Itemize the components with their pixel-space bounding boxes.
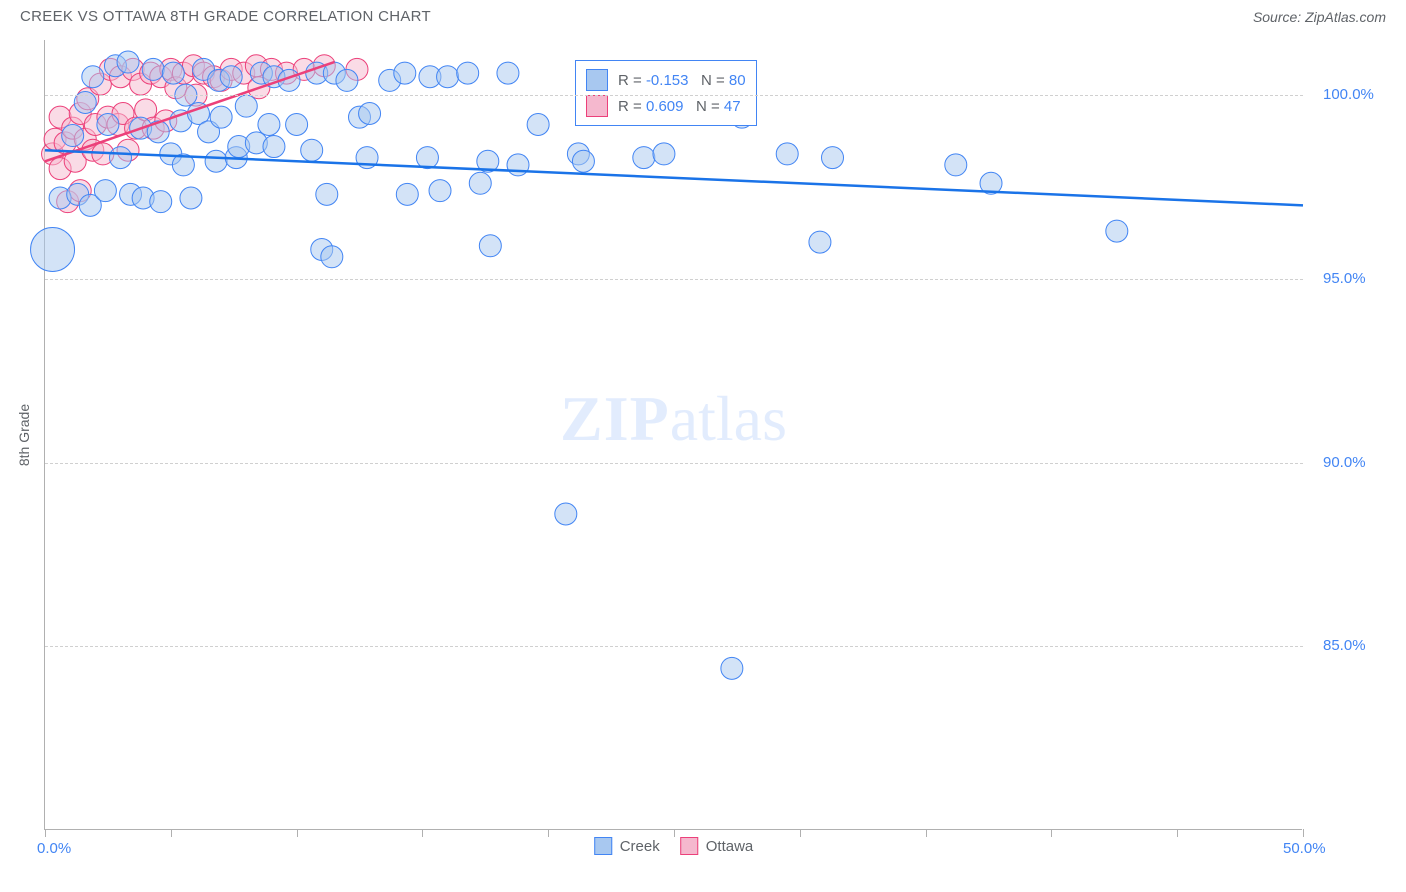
creek-point xyxy=(162,62,184,84)
creek-point xyxy=(809,231,831,253)
chart-header: CREEK VS OTTAWA 8TH GRADE CORRELATION CH… xyxy=(0,0,1406,31)
grid-line xyxy=(45,95,1303,96)
correlation-legend: R = -0.153 N = 80 R = 0.609 N = 47 xyxy=(575,60,757,126)
creek-point xyxy=(220,66,242,88)
x-tick-mark xyxy=(1177,829,1178,837)
legend-swatch xyxy=(586,95,608,117)
x-tick-mark xyxy=(422,829,423,837)
creek-point xyxy=(301,139,323,161)
legend-label: Creek xyxy=(620,838,660,855)
creek-point xyxy=(258,114,280,136)
creek-point xyxy=(479,235,501,257)
creek-point xyxy=(235,95,257,117)
creek-point xyxy=(316,183,338,205)
x-tick-label: 50.0% xyxy=(1283,840,1326,857)
creek-point xyxy=(210,106,232,128)
grid-line xyxy=(45,646,1303,647)
legend-row: R = -0.153 N = 80 xyxy=(586,67,746,93)
plot-area: ZIPatlas R = -0.153 N = 80R = 0.609 N = … xyxy=(44,40,1302,830)
creek-point xyxy=(62,125,84,147)
creek-point xyxy=(527,114,549,136)
x-tick-mark xyxy=(1051,829,1052,837)
legend-label: Ottawa xyxy=(706,838,754,855)
creek-point xyxy=(507,154,529,176)
x-tick-mark xyxy=(548,829,549,837)
x-tick-mark xyxy=(45,829,46,837)
creek-point xyxy=(321,246,343,268)
scatter-plot-svg xyxy=(45,40,1303,830)
creek-point xyxy=(416,147,438,169)
y-tick-label: 100.0% xyxy=(1323,86,1374,103)
creek-point xyxy=(336,69,358,91)
series-legend-item: Creek xyxy=(594,837,660,855)
source-attribution: Source: ZipAtlas.com xyxy=(1253,9,1386,25)
creek-point xyxy=(286,114,308,136)
creek-point xyxy=(263,136,285,158)
creek-point xyxy=(117,51,139,73)
legend-swatch xyxy=(594,837,612,855)
creek-point xyxy=(437,66,459,88)
x-tick-mark xyxy=(297,829,298,837)
series-legend: Creek Ottawa xyxy=(594,837,754,855)
creek-point xyxy=(776,143,798,165)
y-tick-label: 95.0% xyxy=(1323,270,1366,287)
creek-point xyxy=(653,143,675,165)
legend-row: R = 0.609 N = 47 xyxy=(586,93,746,119)
creek-point xyxy=(359,102,381,124)
creek-point xyxy=(497,62,519,84)
x-tick-label: 0.0% xyxy=(37,840,71,857)
creek-point xyxy=(94,180,116,202)
creek-point xyxy=(721,657,743,679)
creek-point xyxy=(822,147,844,169)
creek-point xyxy=(205,150,227,172)
x-tick-mark xyxy=(800,829,801,837)
grid-line xyxy=(45,463,1303,464)
creek-point xyxy=(469,172,491,194)
creek-point xyxy=(394,62,416,84)
creek-point xyxy=(429,180,451,202)
legend-swatch xyxy=(586,69,608,91)
creek-point xyxy=(97,114,119,136)
creek-point xyxy=(82,66,104,88)
x-tick-mark xyxy=(926,829,927,837)
y-tick-label: 90.0% xyxy=(1323,454,1366,471)
chart-container: 8th Grade ZIPatlas R = -0.153 N = 80R = … xyxy=(44,40,1354,830)
creek-point xyxy=(180,187,202,209)
creek-point xyxy=(31,227,75,271)
creek-point xyxy=(457,62,479,84)
creek-point xyxy=(142,58,164,80)
legend-swatch xyxy=(680,837,698,855)
creek-point xyxy=(109,147,131,169)
legend-stats: R = 0.609 N = 47 xyxy=(618,98,741,115)
grid-line xyxy=(45,279,1303,280)
series-legend-item: Ottawa xyxy=(680,837,754,855)
creek-point xyxy=(572,150,594,172)
x-tick-mark xyxy=(171,829,172,837)
creek-point xyxy=(633,147,655,169)
y-axis-title: 8th Grade xyxy=(16,404,32,466)
x-tick-mark xyxy=(674,829,675,837)
y-tick-label: 85.0% xyxy=(1323,637,1366,654)
chart-title: CREEK VS OTTAWA 8TH GRADE CORRELATION CH… xyxy=(20,8,431,25)
creek-point xyxy=(555,503,577,525)
creek-point xyxy=(1106,220,1128,242)
x-tick-mark xyxy=(1303,829,1304,837)
creek-point xyxy=(396,183,418,205)
creek-point xyxy=(150,191,172,213)
creek-point xyxy=(945,154,967,176)
legend-stats: R = -0.153 N = 80 xyxy=(618,72,746,89)
